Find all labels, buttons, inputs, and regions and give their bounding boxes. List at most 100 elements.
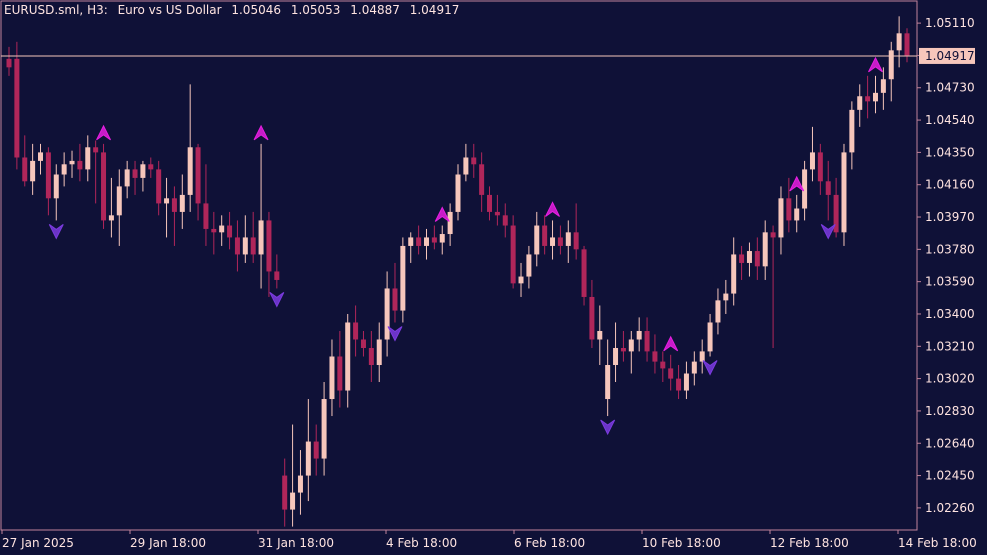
candle-body (802, 169, 808, 209)
low-value: 1.04887 (350, 3, 400, 17)
candle (455, 164, 461, 221)
candle-body (400, 245, 406, 311)
candle (61, 152, 67, 187)
candle (691, 351, 697, 386)
candle-body (45, 152, 51, 199)
description-label: Euro vs US Dollar (117, 3, 222, 17)
candle (542, 215, 548, 255)
candle (880, 67, 886, 110)
candle-body (605, 365, 611, 400)
candle (140, 160, 146, 192)
x-tick-label: 27 Jan 2025 (2, 536, 74, 550)
y-tick-label: 1.03020 (925, 372, 975, 386)
candle (739, 245, 745, 280)
candle-body (250, 237, 256, 255)
candle (707, 313, 713, 357)
candle-body (620, 347, 626, 352)
candle-body (93, 147, 99, 153)
candle-body (384, 288, 390, 340)
candle-body (408, 237, 414, 246)
y-tick-label: 1.03970 (925, 210, 975, 224)
candle-body (652, 351, 658, 362)
candle (746, 242, 752, 277)
y-tick-label: 1.03590 (925, 275, 975, 289)
candle-body (376, 339, 382, 366)
candle (557, 225, 563, 255)
candle-body (872, 92, 878, 102)
y-tick-label: 1.04540 (925, 113, 975, 127)
y-tick-label: 1.04350 (925, 145, 975, 159)
open-value: 1.05046 (231, 3, 281, 17)
candle-body (431, 237, 437, 243)
candle-body (439, 234, 445, 243)
x-tick-label: 4 Feb 18:00 (386, 536, 457, 550)
down-arrow-signal (48, 224, 64, 240)
candle (313, 424, 319, 476)
candle-body (61, 164, 67, 175)
candle-body (313, 441, 319, 459)
candle (321, 382, 327, 476)
candle (290, 424, 296, 527)
x-tick-label: 6 Feb 18:00 (514, 536, 585, 550)
candle (896, 16, 902, 68)
candle (360, 330, 366, 357)
candle-body (534, 225, 540, 255)
candle (754, 237, 760, 280)
candle (581, 245, 587, 306)
candle-body (809, 152, 815, 170)
candle-body (502, 215, 508, 226)
up-arrow-signal (868, 56, 883, 73)
candle-body (38, 152, 44, 161)
candle-body (778, 198, 784, 238)
down-arrow-signal (269, 292, 285, 308)
candle (187, 84, 193, 212)
up-arrow-signal (434, 206, 450, 222)
candle (683, 361, 689, 400)
candle (132, 160, 138, 195)
candle-body (880, 79, 886, 93)
candle (258, 143, 264, 289)
candle-body (211, 228, 217, 233)
candle-body (242, 237, 248, 255)
candle (416, 225, 422, 255)
candle-body (699, 351, 705, 362)
candle (715, 288, 721, 335)
candle-body (305, 441, 311, 476)
candle-body (683, 373, 689, 391)
candle-body (69, 160, 75, 165)
candle (337, 330, 343, 408)
candle-body (518, 276, 524, 284)
candle (660, 351, 666, 383)
candle-body (613, 347, 619, 366)
down-arrow-signal (702, 360, 718, 376)
candle-body (754, 251, 760, 267)
candle-body (234, 237, 240, 255)
candle-body (597, 330, 603, 340)
candle (636, 317, 642, 352)
y-tick-label: 1.02830 (925, 404, 975, 418)
candle-body (833, 194, 839, 233)
candle (14, 41, 20, 170)
candle-body (203, 203, 209, 229)
candle-body (345, 322, 351, 391)
up-arrow-signal (789, 175, 805, 192)
candle-body (30, 160, 36, 182)
candle-body (53, 174, 59, 199)
candle (85, 135, 91, 182)
x-tick-label: 12 Feb 18:00 (770, 536, 849, 550)
candle-body (715, 300, 721, 323)
candle (329, 339, 335, 417)
candle (463, 143, 469, 182)
candle-body (542, 225, 548, 246)
candle (494, 194, 500, 226)
candle (817, 143, 823, 195)
candle (282, 458, 288, 527)
candle-body (14, 58, 20, 158)
y-tick-label: 1.03400 (925, 307, 975, 321)
candle-body (723, 293, 729, 301)
candle (471, 143, 477, 178)
candle-body (447, 211, 453, 235)
candle (676, 365, 682, 400)
